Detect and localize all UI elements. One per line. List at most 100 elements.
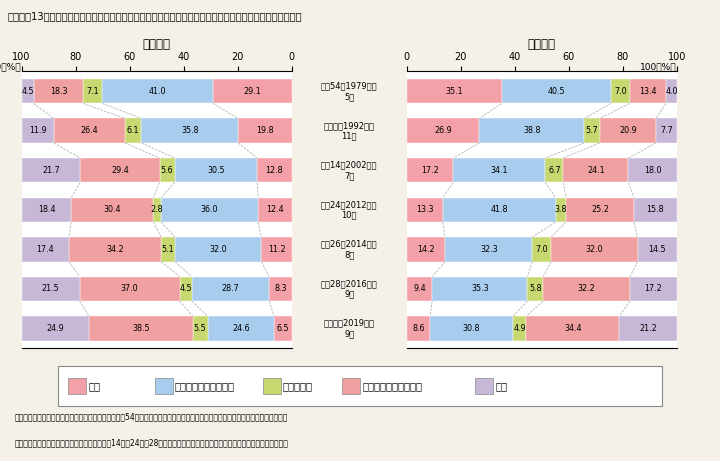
Text: 25.2: 25.2 xyxy=(591,205,609,214)
Bar xyxy=(175,158,257,183)
Text: 18.4: 18.4 xyxy=(37,205,55,214)
Text: 6.1: 6.1 xyxy=(127,126,140,135)
Bar xyxy=(629,158,677,183)
Text: 4.0: 4.0 xyxy=(665,87,678,96)
Bar xyxy=(407,197,443,222)
Text: 35.3: 35.3 xyxy=(471,284,489,293)
Text: 29.1: 29.1 xyxy=(243,87,261,96)
Bar xyxy=(526,316,619,341)
Bar xyxy=(634,197,677,222)
Bar xyxy=(69,237,161,261)
Text: 17.2: 17.2 xyxy=(644,284,662,293)
Bar xyxy=(22,316,89,341)
Bar xyxy=(563,158,629,183)
Bar xyxy=(161,237,175,261)
Bar xyxy=(274,316,292,341)
Bar xyxy=(207,316,274,341)
Text: 29.4: 29.4 xyxy=(111,166,129,175)
Text: 平成24（2012）年
10月: 平成24（2012）年 10月 xyxy=(321,200,377,219)
Text: 7.0: 7.0 xyxy=(614,87,626,96)
Text: 30.5: 30.5 xyxy=(207,166,225,175)
Text: 21.7: 21.7 xyxy=(42,166,60,175)
Text: 26.9: 26.9 xyxy=(434,126,452,135)
Text: どちらかといえば反対: どちらかといえば反対 xyxy=(362,381,422,391)
Bar xyxy=(89,316,193,341)
Bar xyxy=(532,237,552,261)
Bar xyxy=(619,316,677,341)
Bar xyxy=(630,277,677,301)
Bar xyxy=(261,237,292,261)
Text: 38.8: 38.8 xyxy=(523,126,541,135)
Bar xyxy=(556,197,566,222)
Text: 5.5: 5.5 xyxy=(194,324,207,333)
Text: 13.3: 13.3 xyxy=(416,205,433,214)
Text: 〈女性〉: 〈女性〉 xyxy=(143,38,171,51)
Bar xyxy=(430,316,513,341)
Bar xyxy=(638,237,677,261)
Text: 4.9: 4.9 xyxy=(513,324,526,333)
Text: 7.1: 7.1 xyxy=(86,87,99,96)
Bar xyxy=(213,79,292,103)
Text: 12.4: 12.4 xyxy=(266,205,284,214)
Bar xyxy=(407,158,454,183)
Bar xyxy=(407,277,432,301)
Bar xyxy=(584,118,600,143)
Text: 32.0: 32.0 xyxy=(210,245,227,254)
Bar xyxy=(142,118,238,143)
Bar xyxy=(161,197,258,222)
Bar xyxy=(513,316,526,341)
Text: 5.8: 5.8 xyxy=(529,284,541,293)
Text: 30.4: 30.4 xyxy=(104,205,121,214)
Text: 5.7: 5.7 xyxy=(585,126,598,135)
Text: 26.4: 26.4 xyxy=(81,126,98,135)
Text: Ｉ－特－13図　「夫は外で働き，妻は家庭を守るべきである」という考え方に関する意識の変化（男女別）: Ｉ－特－13図 「夫は外で働き，妻は家庭を守るべきである」という考え方に関する意… xyxy=(7,12,302,22)
Text: 15.8: 15.8 xyxy=(647,205,664,214)
Bar xyxy=(179,277,192,301)
Text: 24.6: 24.6 xyxy=(232,324,250,333)
Bar xyxy=(125,118,142,143)
Bar xyxy=(22,237,69,261)
Text: 14.2: 14.2 xyxy=(417,245,435,254)
Text: 13.4: 13.4 xyxy=(639,87,657,96)
Bar xyxy=(552,237,638,261)
Text: 4.5: 4.5 xyxy=(22,87,34,96)
Bar xyxy=(407,316,430,341)
Text: 24.1: 24.1 xyxy=(587,166,605,175)
Bar xyxy=(238,118,292,143)
Bar xyxy=(34,79,84,103)
Bar xyxy=(407,118,480,143)
Text: 100（%）: 100（%） xyxy=(640,62,677,71)
Bar xyxy=(153,197,161,222)
Text: 反対: 反対 xyxy=(495,381,508,391)
Bar xyxy=(102,79,213,103)
Text: 24.9: 24.9 xyxy=(46,324,64,333)
Bar xyxy=(71,197,153,222)
Bar xyxy=(611,79,630,103)
Bar xyxy=(528,277,543,301)
Bar xyxy=(630,79,666,103)
Text: 37.0: 37.0 xyxy=(121,284,138,293)
Bar xyxy=(480,118,584,143)
Text: 7.0: 7.0 xyxy=(536,245,548,254)
Bar xyxy=(656,118,677,143)
Text: 34.2: 34.2 xyxy=(107,245,124,254)
Bar xyxy=(54,118,125,143)
Bar xyxy=(407,237,445,261)
Text: 17.4: 17.4 xyxy=(37,245,54,254)
Bar xyxy=(543,277,630,301)
Text: 21.2: 21.2 xyxy=(639,324,657,333)
Text: 21.5: 21.5 xyxy=(42,284,60,293)
Bar xyxy=(258,197,292,222)
Text: （備考）１．総理府「婦人に関する世論調査」（昭和54年）及び「男女平等に関する世論調査」（平成４年），内閣府「男女共同: （備考）１．総理府「婦人に関する世論調査」（昭和54年）及び「男女平等に関する世… xyxy=(14,413,288,422)
Text: 平成４（1992）年
11月: 平成４（1992）年 11月 xyxy=(324,121,374,141)
Text: 40.5: 40.5 xyxy=(547,87,565,96)
Text: どちらかといえば賛成: どちらかといえば賛成 xyxy=(175,381,235,391)
Text: 5.1: 5.1 xyxy=(162,245,174,254)
Text: 6.7: 6.7 xyxy=(548,166,561,175)
Bar xyxy=(257,158,292,183)
Text: 38.5: 38.5 xyxy=(132,324,150,333)
Text: 18.0: 18.0 xyxy=(644,166,662,175)
Text: 平成28（2016）年
9月: 平成28（2016）年 9月 xyxy=(321,279,377,298)
Text: 4.5: 4.5 xyxy=(179,284,192,293)
Text: 〈男性〉: 〈男性〉 xyxy=(528,38,556,51)
